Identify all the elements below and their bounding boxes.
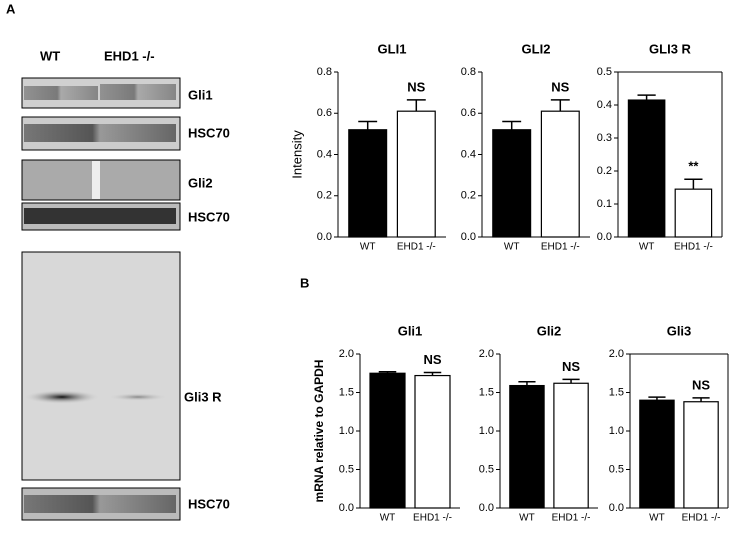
y-tick-label: 0.2 [317, 190, 332, 202]
annotation: NS [692, 377, 710, 392]
bar [369, 372, 406, 509]
annotation: NS [551, 79, 569, 94]
y-tick-label: 1.0 [339, 425, 354, 437]
y-tick-label: 0.0 [597, 231, 612, 243]
chart-title: Gli3 [667, 323, 692, 338]
y-tick-label: 2.0 [609, 348, 624, 360]
bar [396, 110, 436, 238]
y-tick-label: 1.5 [479, 386, 494, 398]
y-tick-label: 0.0 [461, 231, 476, 243]
bar [553, 382, 589, 509]
band-label: Gli1 [188, 87, 213, 102]
lane-label: WT [40, 48, 60, 63]
x-tick-label: WT [519, 513, 535, 524]
y-tick-label: 0.5 [479, 463, 494, 475]
band-label: Gli3 R [184, 389, 222, 404]
y-tick-label: 1.5 [339, 386, 354, 398]
x-tick-label: WT [504, 242, 520, 253]
x-tick-label: WT [639, 242, 655, 253]
bar [492, 129, 532, 238]
bar [674, 188, 713, 238]
x-tick-label: WT [380, 513, 396, 524]
blots [21, 77, 181, 521]
chart-title: GLI2 [522, 41, 551, 56]
bar [348, 129, 388, 238]
chart-title: Gli1 [398, 323, 423, 338]
annotation: ** [688, 159, 699, 174]
y-tick-label: 0.8 [461, 66, 476, 78]
chart-title: GLI1 [378, 41, 407, 56]
bar [683, 401, 719, 509]
x-tick-label: EHD1 -/- [674, 242, 713, 253]
y-tick-label: 1.0 [479, 425, 494, 437]
y-tick-label: 0.0 [317, 231, 332, 243]
y-tick-label: 0.6 [317, 107, 332, 119]
chart-title: GLI3 R [649, 41, 692, 56]
y-tick-label: 0.1 [597, 198, 612, 210]
panel-label: B [300, 275, 309, 290]
x-tick-label: WT [360, 242, 376, 253]
band-label: HSC70 [188, 496, 230, 511]
y-tick-label: 0.4 [597, 99, 612, 111]
bar [540, 110, 580, 238]
band-label: HSC70 [188, 125, 230, 140]
band-label: Gli2 [188, 175, 213, 190]
chart-title: Gli2 [537, 323, 562, 338]
x-tick-label: EHD1 -/- [397, 242, 436, 253]
bar [414, 374, 451, 509]
y-tick-label: 0.2 [461, 190, 476, 202]
y-tick-label: 0.5 [609, 463, 624, 475]
y-tick-label: 1.0 [609, 425, 624, 437]
x-tick-label: EHD1 -/- [413, 513, 452, 524]
x-tick-label: EHD1 -/- [541, 242, 580, 253]
bar [639, 399, 675, 509]
y-tick-label: 0.0 [609, 502, 624, 514]
y-axis-label: mRNA relative to GAPDH [312, 360, 326, 503]
y-tick-label: 0.8 [317, 66, 332, 78]
x-tick-label: WT [649, 513, 665, 524]
y-tick-label: 0.4 [317, 148, 332, 160]
bar [627, 99, 666, 238]
y-tick-label: 2.0 [479, 348, 494, 360]
y-tick-label: 0.6 [461, 107, 476, 119]
y-tick-label: 0.5 [597, 66, 612, 78]
x-tick-label: EHD1 -/- [552, 513, 591, 524]
y-tick-label: 0.4 [461, 148, 476, 160]
y-tick-label: 0.0 [339, 502, 354, 514]
annotation: NS [562, 359, 580, 374]
y-axis-label: Intensity [289, 130, 304, 179]
annotation: NS [423, 352, 441, 367]
panel-label: A [6, 1, 16, 16]
y-tick-label: 1.5 [609, 386, 624, 398]
y-tick-label: 2.0 [339, 348, 354, 360]
annotation: NS [407, 79, 425, 94]
y-tick-label: 0.0 [479, 502, 494, 514]
bar [509, 384, 545, 509]
band-label: HSC70 [188, 209, 230, 224]
y-tick-label: 0.2 [597, 165, 612, 177]
lane-label: EHD1 -/- [104, 48, 155, 63]
x-tick-label: EHD1 -/- [682, 513, 721, 524]
y-tick-label: 0.3 [597, 132, 612, 144]
y-tick-label: 0.5 [339, 463, 354, 475]
